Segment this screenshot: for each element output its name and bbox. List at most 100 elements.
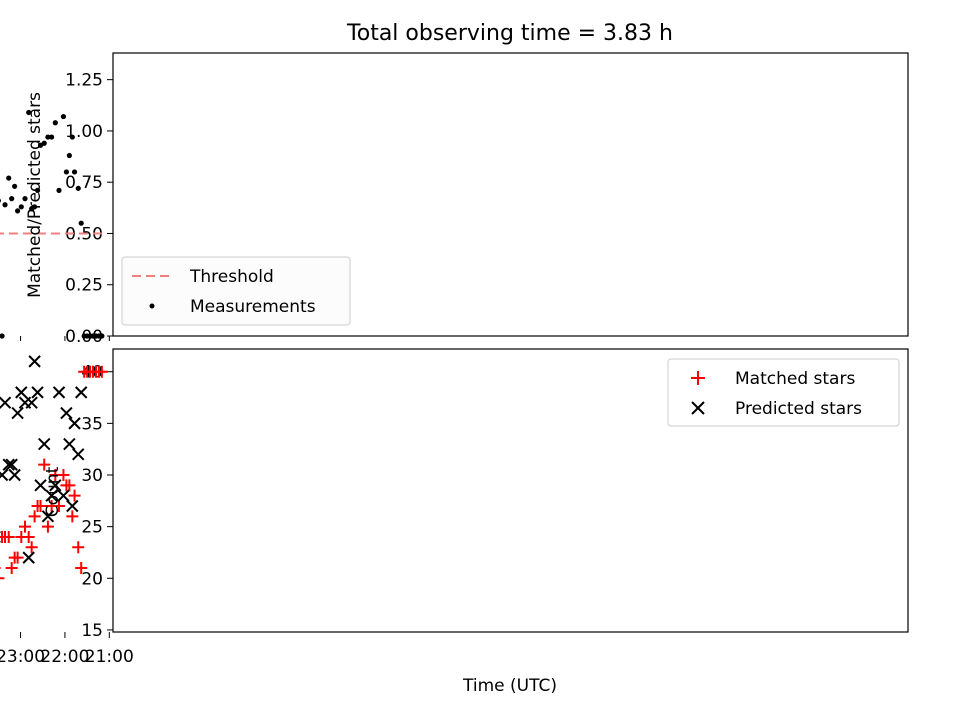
x-axis-label: Time (UTC) [462, 676, 557, 696]
y-tick-label: 0.75 [65, 173, 103, 193]
legend-matched-label: Matched stars [735, 369, 855, 389]
y-tick-label: 30 [81, 466, 103, 486]
predicted-star-point [74, 386, 88, 399]
predicted-star-point [66, 499, 79, 513]
measurement-point [0, 333, 5, 339]
x-tick-label: 00:00 [0, 647, 1, 667]
x-tick-label: 21:00 [85, 647, 134, 667]
matched-star-point [78, 365, 91, 378]
predicted-star-point [11, 406, 24, 420]
x-tick-label: 23:00 [0, 647, 45, 667]
y-tick-label: 0.25 [65, 276, 103, 296]
predicted-star-point [8, 468, 21, 482]
matched-star-point [60, 479, 73, 492]
measurement-point [9, 196, 15, 202]
predicted-star-point [52, 386, 66, 399]
predicted-star-point [31, 386, 44, 399]
measurement-point [22, 196, 28, 202]
legend-threshold-label: Threshold [189, 267, 274, 287]
measurement-point [26, 109, 32, 116]
predicted-star-point [68, 417, 81, 430]
predicted-star-point [2, 458, 15, 471]
matched-star-point [66, 510, 79, 523]
predicted-star-point [45, 489, 58, 502]
matched-star-point [31, 499, 44, 512]
measurement-point [15, 208, 21, 214]
legend-predicted-swatch [691, 401, 705, 415]
y-tick-label: 20 [81, 569, 103, 589]
predicted-star-point [38, 437, 51, 451]
top-xticks [20, 336, 110, 341]
legend-measurements-label: Measurements [190, 297, 316, 317]
matched-star-point [28, 510, 41, 523]
predicted-star-point [41, 510, 55, 523]
matched-star-point [72, 541, 85, 554]
measurement-point [2, 202, 8, 208]
predicted-star-point [5, 458, 18, 471]
matched-star-point [15, 530, 28, 543]
predicted-star-point [28, 355, 41, 368]
bottom-legend-box [667, 358, 900, 427]
measurement-point [66, 152, 72, 159]
matched-stars-points [0, 365, 108, 580]
measurement-point [18, 204, 24, 210]
predicted-stars-points [0, 355, 88, 564]
predicted-star-point [22, 551, 35, 564]
predicted-star-point [57, 489, 70, 502]
measurement-point [37, 142, 44, 148]
bottom-plot-frame [112, 348, 909, 633]
predicted-star-point [49, 479, 62, 492]
legend-matched-swatch [691, 371, 705, 385]
measurement-point [12, 183, 18, 189]
matched-star-point [18, 520, 31, 533]
x-tick-label: 22:00 [40, 647, 89, 667]
bottom-legend: Matched stars Predicted stars [667, 358, 900, 427]
top-panel: 0.000.250.500.751.001.25 Matched/Predict… [0, 52, 909, 347]
matched-star-point [25, 541, 38, 554]
predicted-star-point [0, 468, 9, 482]
measurement-point [63, 169, 70, 175]
matched-star-point [38, 458, 51, 471]
top-legend-box [121, 256, 351, 326]
predicted-star-point [15, 386, 28, 399]
bottom-y-axis-label: Count [43, 466, 63, 517]
predicted-star-point [60, 406, 73, 420]
measurement-point [56, 187, 62, 193]
top-yticks: 0.000.250.500.751.001.25 [65, 71, 113, 347]
y-tick-label: 1.25 [65, 71, 103, 91]
measurement-point [34, 187, 41, 193]
measurement-point [6, 175, 12, 181]
predicted-star-point [63, 437, 76, 451]
measurement-point [81, 333, 87, 339]
top-y-axis-label: Matched/Predicted stars [25, 92, 45, 298]
measurement-point [0, 198, 1, 203]
measurement-point [78, 220, 84, 226]
predicted-star-point [34, 479, 47, 492]
matched-star-point [75, 561, 88, 574]
measurement-point [69, 134, 75, 140]
measurement-point [75, 185, 81, 191]
measurement-point [45, 134, 51, 140]
measurement-point [29, 206, 35, 212]
matched-star-point [49, 469, 62, 482]
measurement-point [71, 169, 78, 175]
matched-star-point [68, 489, 81, 502]
y-tick-label: 15 [81, 621, 103, 641]
legend-measurements-swatch [149, 303, 155, 309]
measurement-point [49, 134, 55, 140]
measurement-points [0, 109, 105, 339]
matched-star-point [0, 566, 1, 569]
matched-star-point [0, 530, 9, 543]
measurement-point [60, 113, 67, 120]
predicted-star-point [18, 396, 32, 409]
predicted-star-point [72, 448, 85, 461]
matched-star-point [0, 577, 5, 580]
figure-title: Total observing time = 3.83 h [346, 21, 673, 46]
matched-star-point [8, 551, 21, 564]
matched-star-point [45, 499, 58, 512]
measurement-point [52, 120, 58, 126]
matched-star-point [41, 520, 54, 533]
